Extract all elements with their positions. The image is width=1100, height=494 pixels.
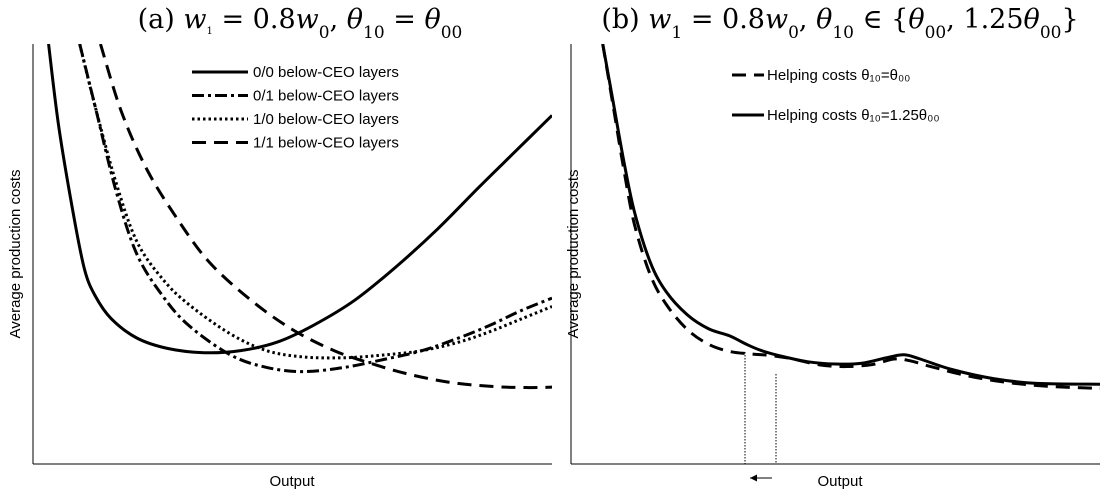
panel-a-ylabel: Average production costs <box>7 170 24 339</box>
panel-b-legend: Helping costs θ₁₀=θ₀₀ Helping costs θ₁₀=1… <box>732 67 940 124</box>
legend-label-3: 1/0 below-CEO layers <box>253 111 399 128</box>
series-line-1 <box>47 44 552 355</box>
legend-label-2: 0/1 below-CEO layers <box>253 88 399 105</box>
legend-label-1: 0/0 below-CEO layers <box>253 64 399 81</box>
panel-b-title: (b) w1 = 0.8w0, θ10 ∈ {θ00, 1.25θ00} <box>601 4 1078 43</box>
panel-b-series <box>601 44 1100 390</box>
panel-a-xlabel: Output <box>269 473 315 490</box>
shift-arrow-head <box>750 474 757 482</box>
series-line-2 <box>601 44 1100 386</box>
panel-a: Output Average production costs 0/0 belo… <box>7 44 552 490</box>
panel-a-series <box>47 44 552 390</box>
panel-a-legend: 0/0 below-CEO layers 0/1 below-CEO layers… <box>192 64 399 152</box>
panel-b-ylabel: Average production costs <box>565 170 582 339</box>
legend-label-4: 1/1 below-CEO layers <box>253 135 399 152</box>
legend-label-2: Helping costs θ₁₀=1.25θ₀₀ <box>767 107 940 124</box>
legend-label-1: Helping costs θ₁₀=θ₀₀ <box>767 67 910 84</box>
series-line-4 <box>99 44 552 390</box>
panel-b-xlabel: Output <box>817 473 863 490</box>
panel-b: Output Average production costs Helping … <box>565 44 1100 490</box>
series-line-2 <box>78 44 552 374</box>
panel-a-title: (a) w1 = 0.8w0, θ10 = θ00 <box>138 4 463 43</box>
series-line-1 <box>601 44 1100 390</box>
series-line-3 <box>78 44 552 360</box>
